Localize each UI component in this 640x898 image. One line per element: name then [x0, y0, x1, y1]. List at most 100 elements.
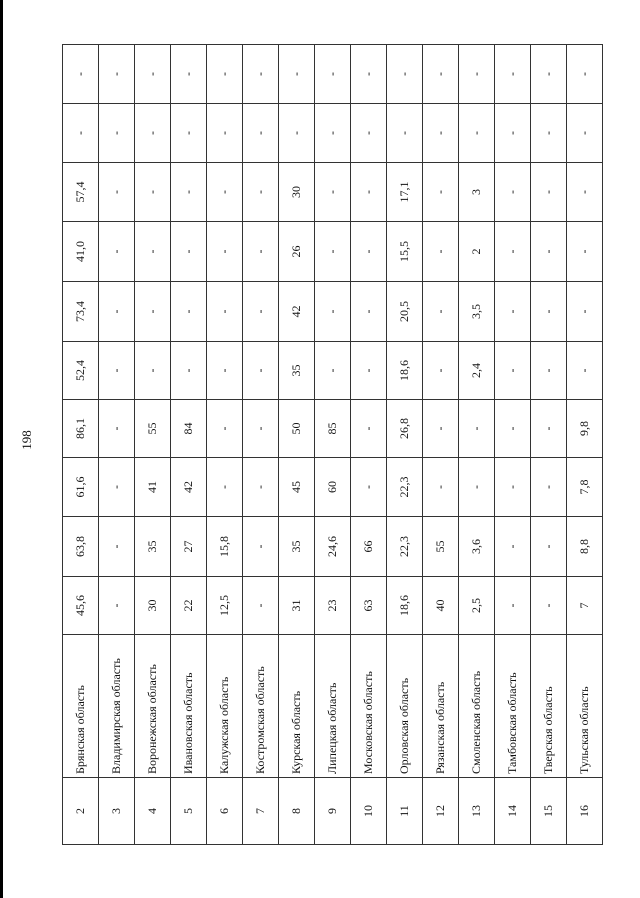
value-cell: -	[206, 341, 243, 400]
value-cell: -	[62, 44, 99, 104]
value-cell: -	[98, 576, 135, 635]
value-cell: -	[206, 44, 243, 104]
region-name-cell: Воронежская область	[134, 634, 171, 778]
value-cell: -	[422, 162, 459, 222]
value-cell: -	[530, 221, 567, 282]
row-number-cell: 10	[350, 777, 387, 845]
region-name-cell: Тульская область	[566, 634, 603, 778]
value-cell: -	[458, 44, 495, 104]
value-cell: -	[242, 221, 279, 282]
region-name-cell: Липецкая область	[314, 634, 351, 778]
region-name-cell: Ивановская область	[170, 634, 207, 778]
value-cell: 61,6	[62, 457, 99, 517]
value-cell: -	[314, 281, 351, 342]
row-number-cell: 2	[62, 777, 99, 845]
value-cell: -	[134, 44, 171, 104]
value-cell: -	[458, 399, 495, 458]
value-cell: 41,0	[62, 221, 99, 282]
value-cell: -	[206, 281, 243, 342]
table-row: 14 Тамбовская область - - - - - - - - - -	[494, 44, 531, 845]
row-number-cell: 11	[386, 777, 423, 845]
value-cell: -	[242, 44, 279, 104]
table-row: 2 Брянская область 45,6 63,8 61,6 86,1 52,4 73,…	[62, 44, 99, 845]
value-cell: 66	[350, 516, 387, 577]
value-cell: -	[350, 44, 387, 104]
region-name-cell: Московская область	[350, 634, 387, 778]
value-cell: -	[170, 103, 207, 163]
value-cell: -	[242, 162, 279, 222]
value-cell: -	[206, 221, 243, 282]
rotated-table-wrapper: 2 Брянская область 45,6 63,8 61,6 86,1 52,4 73,…	[62, 44, 603, 845]
value-cell: -	[494, 221, 531, 282]
row-number-cell: 4	[134, 777, 171, 845]
value-cell: -	[494, 162, 531, 222]
value-cell: -	[386, 103, 423, 163]
value-cell: 26	[278, 221, 315, 282]
value-cell: -	[98, 516, 135, 577]
regions-table: 2 Брянская область 45,6 63,8 61,6 86,1 52,4 73,…	[62, 44, 603, 845]
region-name-cell: Калужская область	[206, 634, 243, 778]
scan-edge	[0, 0, 3, 898]
value-cell: 23	[314, 576, 351, 635]
value-cell: 55	[422, 516, 459, 577]
value-cell: -	[134, 221, 171, 282]
row-number-cell: 6	[206, 777, 243, 845]
value-cell: -	[242, 576, 279, 635]
table-row: 10 Московская область 63 66- - - - - - - -	[350, 44, 387, 845]
value-cell: -	[134, 281, 171, 342]
region-name-cell: Курская область	[278, 634, 315, 778]
value-cell: -	[206, 457, 243, 517]
region-name-cell: Орловская область	[386, 634, 423, 778]
value-cell: 18,6	[386, 341, 423, 400]
value-cell: -	[134, 341, 171, 400]
value-cell: 45,6	[62, 576, 99, 635]
value-cell: -	[98, 162, 135, 222]
value-cell: -	[242, 103, 279, 163]
value-cell: -	[530, 103, 567, 163]
value-cell: -	[530, 516, 567, 577]
value-cell: 31	[278, 576, 315, 635]
value-cell: -	[350, 281, 387, 342]
value-cell: 63	[350, 576, 387, 635]
value-cell: 9,8	[566, 399, 603, 458]
table-row: 16 Тульская область 7 8,8 7,8 9,8- - - - - -	[566, 44, 603, 845]
value-cell: 26,8	[386, 399, 423, 458]
table-row: 11 Орловская область 18,6 22,3 22,3 26,8 18,6 2…	[386, 44, 423, 845]
row-number-cell: 8	[278, 777, 315, 845]
value-cell: -	[350, 221, 387, 282]
value-cell: 27	[170, 516, 207, 577]
value-cell: -	[566, 221, 603, 282]
value-cell: 20,5	[386, 281, 423, 342]
value-cell: -	[494, 103, 531, 163]
value-cell: -	[566, 44, 603, 104]
value-cell: -	[98, 44, 135, 104]
value-cell: 3,5	[458, 281, 495, 342]
value-cell: 30	[134, 576, 171, 635]
value-cell: -	[242, 457, 279, 517]
value-cell: -	[566, 162, 603, 222]
value-cell: 85	[314, 399, 351, 458]
value-cell: 86,1	[62, 399, 99, 458]
value-cell: -	[206, 399, 243, 458]
value-cell: 3,6	[458, 516, 495, 577]
value-cell: -	[530, 457, 567, 517]
value-cell: -	[206, 103, 243, 163]
value-cell: -	[422, 457, 459, 517]
value-cell: 60	[314, 457, 351, 517]
row-number-cell: 9	[314, 777, 351, 845]
value-cell: -	[530, 281, 567, 342]
value-cell: -	[206, 162, 243, 222]
page-number: 198	[19, 430, 34, 450]
value-cell: -	[422, 399, 459, 458]
value-cell: -	[278, 103, 315, 163]
row-number-cell: 3	[98, 777, 135, 845]
value-cell: -	[422, 221, 459, 282]
value-cell: -	[566, 341, 603, 400]
value-cell: -	[494, 341, 531, 400]
value-cell: 18,6	[386, 576, 423, 635]
value-cell: 30	[278, 162, 315, 222]
value-cell: -	[494, 516, 531, 577]
table-row: 13 Смоленская область 2,5 3,6- -2,4 3,5 2 3- -	[458, 44, 495, 845]
value-cell: 7	[566, 576, 603, 635]
value-cell: 8,8	[566, 516, 603, 577]
